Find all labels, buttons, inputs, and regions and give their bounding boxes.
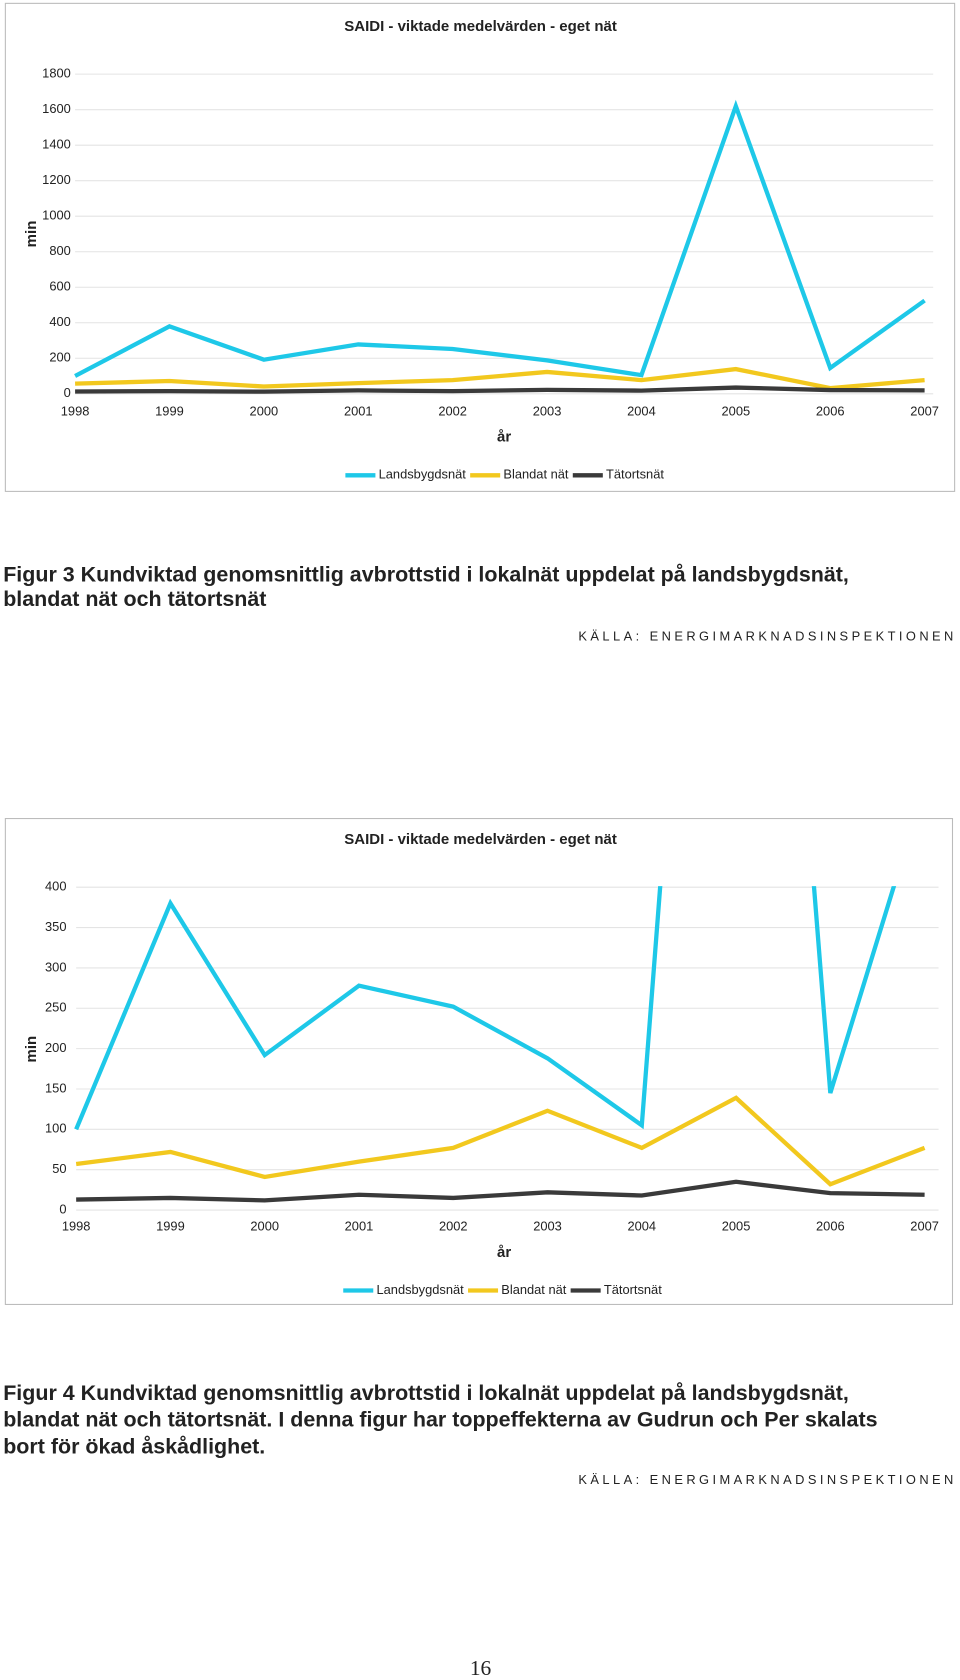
x-tick-label: 1998 xyxy=(62,1219,91,1234)
series-line xyxy=(74,886,897,1131)
legend-label: Blandat nät xyxy=(503,467,568,482)
y-tick-label: 200 xyxy=(49,350,70,365)
y-tick-label: 1400 xyxy=(42,137,71,152)
x-axis-label: år xyxy=(497,429,511,446)
x-tick-label: 2002 xyxy=(439,1219,468,1234)
legend-label: Blandat nät xyxy=(501,1282,566,1297)
x-tick-label: 2007 xyxy=(910,1219,939,1234)
y-tick-label: 400 xyxy=(45,879,66,894)
x-tick-label: 2002 xyxy=(438,403,467,418)
y-tick-label: 1600 xyxy=(42,101,71,116)
legend-label: Landsbygdsnät xyxy=(376,1282,464,1297)
x-tick-label: 2001 xyxy=(345,1219,374,1234)
y-tick-label: 150 xyxy=(45,1080,66,1095)
x-tick-label: 2005 xyxy=(722,1219,751,1234)
y-tick-label: 300 xyxy=(45,959,66,974)
x-tick-label: 2001 xyxy=(344,403,373,418)
x-tick-label: 2006 xyxy=(816,1219,845,1234)
series-line xyxy=(76,1179,925,1203)
series-line xyxy=(75,385,925,394)
series-line xyxy=(74,99,926,378)
x-tick-label: 1999 xyxy=(156,1219,185,1234)
chart-frame xyxy=(4,2,956,492)
chart-title: SAIDI - viktade medelvärden - eget nät xyxy=(344,18,617,35)
legend-label: Tätortsnät xyxy=(606,467,664,482)
y-tick-label: 1800 xyxy=(42,66,71,81)
y-tick-label: 200 xyxy=(45,1040,66,1055)
x-tick-label: 2004 xyxy=(627,1219,656,1234)
x-tick-label: 2006 xyxy=(816,403,845,418)
chart-title: SAIDI - viktade medelvärden - eget nät xyxy=(344,831,617,848)
x-tick-label: 1998 xyxy=(61,403,90,418)
y-tick-label: 1000 xyxy=(42,208,71,223)
chart-frame xyxy=(4,818,954,1305)
y-tick-label: 1200 xyxy=(42,172,71,187)
caption-source: KÄLLA: ENERGIMARKNADSINSPEKTIONEN xyxy=(578,1472,956,1487)
y-tick-label: 0 xyxy=(59,1201,66,1216)
page-number: 16 xyxy=(470,1656,492,1680)
x-tick-label: 2000 xyxy=(250,403,279,418)
x-tick-label: 2007 xyxy=(910,403,939,418)
y-axis-label: min xyxy=(23,221,40,248)
y-tick-label: 350 xyxy=(45,919,66,934)
legend-label: Landsbygdsnät xyxy=(379,467,467,482)
y-axis-label: min xyxy=(23,1036,40,1063)
series-line xyxy=(75,366,925,391)
caption-line: blandat nät och tätortsnät. I denna figu… xyxy=(3,1408,877,1432)
x-tick-label: 2004 xyxy=(627,403,656,418)
x-tick-label: 2003 xyxy=(533,403,562,418)
x-tick-label: 1999 xyxy=(155,403,184,418)
caption-line: blandat nät och tätortsnät xyxy=(3,587,266,611)
y-tick-label: 800 xyxy=(49,243,70,258)
y-tick-label: 600 xyxy=(49,279,70,294)
caption-line: bort för ökad åskådlighet. xyxy=(3,1435,265,1459)
x-tick-label: 2005 xyxy=(722,403,751,418)
legend-label: Tätortsnät xyxy=(604,1282,662,1297)
x-tick-label: 2003 xyxy=(533,1219,562,1234)
y-tick-label: 0 xyxy=(64,385,71,400)
series-line xyxy=(75,1095,926,1187)
x-tick-label: 2000 xyxy=(250,1219,279,1234)
caption-line: Figur 3 Kundviktad genomsnittlig avbrott… xyxy=(3,562,849,586)
caption-line: Figur 4 Kundviktad genomsnittlig avbrott… xyxy=(3,1381,849,1405)
y-tick-label: 100 xyxy=(45,1121,66,1136)
caption-source: KÄLLA: ENERGIMARKNADSINSPEKTIONEN xyxy=(578,629,956,644)
y-tick-label: 400 xyxy=(49,314,70,329)
y-tick-label: 50 xyxy=(52,1161,66,1176)
y-tick-label: 250 xyxy=(45,1000,66,1015)
x-axis-label: år xyxy=(497,1244,511,1261)
